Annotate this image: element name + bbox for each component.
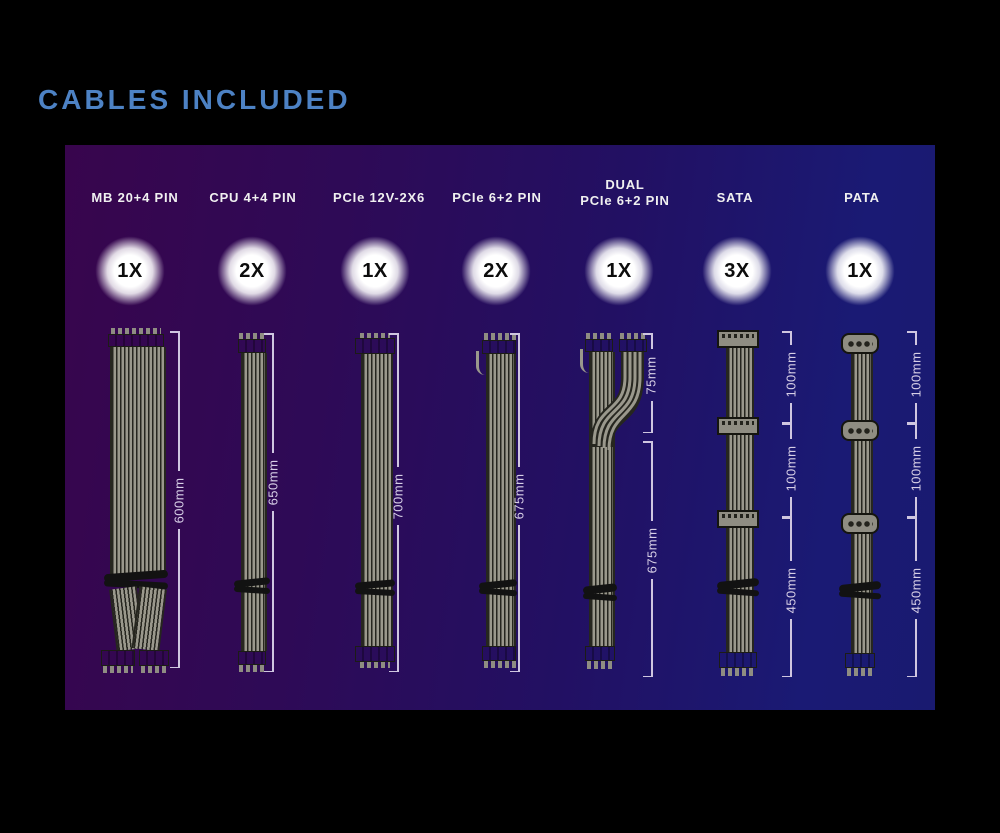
mb-cable-graphic [101, 328, 169, 680]
pata-bottom-pins [847, 668, 873, 676]
header-sata: SATA [716, 190, 754, 205]
pata-connector-1 [841, 333, 879, 354]
header-dual: DUAL PCIe 6+2 PIN [580, 177, 670, 208]
pcie12v-ribbon [361, 354, 393, 646]
pata-measure-1: 100mm [901, 331, 930, 423]
header-mb: MB 20+4 PIN [91, 190, 179, 205]
pata-connector-2 [841, 420, 879, 441]
pata-bottom-connector [845, 653, 875, 668]
pata-connector-3 [841, 513, 879, 534]
mb-bottom-pins-left [103, 666, 133, 673]
sata-connector-2 [717, 417, 759, 435]
pcie12v-measure: 700mm [383, 333, 412, 672]
pcie62-bottom-pins [484, 661, 516, 668]
cpu-bottom-pins [239, 665, 265, 672]
dual-branch-curve [590, 352, 644, 451]
pcie12v-top-connector [355, 338, 395, 354]
dual-measure-75: 75mm [637, 333, 666, 433]
cpu-ribbon [241, 353, 267, 651]
count-badge-cpu: 2X [217, 236, 287, 306]
pata-cable-graphic [837, 333, 883, 683]
pcie62-ribbon [486, 354, 516, 646]
mb-leg-right [131, 586, 167, 652]
cpu-bottom-connector [238, 651, 266, 665]
sata-measure-3: 450mm [776, 517, 805, 677]
count-badge-dual: 1X [584, 236, 654, 306]
sata-bottom-connector [719, 652, 757, 668]
pcie62-top-pins [484, 333, 516, 340]
pata-measure-3: 450mm [901, 517, 930, 677]
header-pcie62: PCIe 6+2 PIN [452, 190, 542, 205]
cpu-measure: 650mm [258, 333, 287, 672]
dual-plus2-wire [580, 349, 591, 373]
mb-bottom-connector-20 [101, 650, 135, 666]
pcie12v-top-pins [360, 333, 390, 338]
dual-right-connector [619, 339, 647, 352]
count-badge-pcie62: 2X [461, 236, 531, 306]
dual-bottom-pins [587, 661, 613, 669]
pcie62-plus2-wire [476, 351, 487, 375]
cpu-top-pins [239, 333, 265, 339]
pcie12v-cable-graphic [353, 333, 397, 678]
pcie62-bottom-connector [482, 646, 516, 661]
dual-bottom-connector [585, 646, 615, 661]
pcie12v-bottom-pins [360, 662, 390, 668]
pcie12v-bottom-connector [355, 646, 395, 662]
mb-ribbon [110, 347, 166, 574]
dual-measure-675: 675mm [637, 441, 666, 677]
dual-cable-graphic [580, 333, 658, 683]
cables-panel: MB 20+4 PIN CPU 4+4 PIN PCIe 12V-2X6 PCI… [65, 145, 935, 710]
dual-left-connector [585, 339, 613, 352]
dual-right-pins [620, 333, 646, 339]
mb-bottom-pins-right [141, 666, 167, 673]
sata-cable-graphic [713, 330, 763, 683]
cpu-cable-graphic [230, 333, 274, 678]
count-badge-pcie12v: 1X [340, 236, 410, 306]
mb-measure: 600mm [164, 331, 193, 668]
header-pata: PATA [844, 190, 880, 205]
mb-top-connector [108, 334, 164, 347]
count-badge-pata: 1X [825, 236, 895, 306]
mb-top-pins [111, 328, 161, 334]
sata-connector-1 [717, 330, 759, 348]
sata-connector-3 [717, 510, 759, 528]
sata-measure-1: 100mm [776, 331, 805, 423]
sata-bottom-pins [721, 668, 755, 676]
page-title: CABLES INCLUDED [38, 84, 351, 115]
pcie62-cable-graphic [473, 333, 521, 678]
pcie62-top-connector [482, 340, 516, 354]
sata-ribbon [726, 334, 754, 652]
count-badge-sata: 3X [702, 236, 772, 306]
pata-ribbon [851, 339, 873, 653]
sata-measure-2: 100mm [776, 423, 805, 517]
cpu-top-connector [238, 339, 266, 353]
header-cpu: CPU 4+4 PIN [209, 190, 297, 205]
pata-measure-2: 100mm [901, 423, 930, 517]
header-pcie12v: PCIe 12V-2X6 [333, 190, 425, 205]
dual-strap2 [582, 592, 618, 602]
pcie62-measure: 675mm [504, 333, 533, 672]
dual-left-pins [586, 333, 612, 339]
mb-bottom-connector-4 [139, 650, 169, 666]
count-badge-mb: 1X [95, 236, 165, 306]
